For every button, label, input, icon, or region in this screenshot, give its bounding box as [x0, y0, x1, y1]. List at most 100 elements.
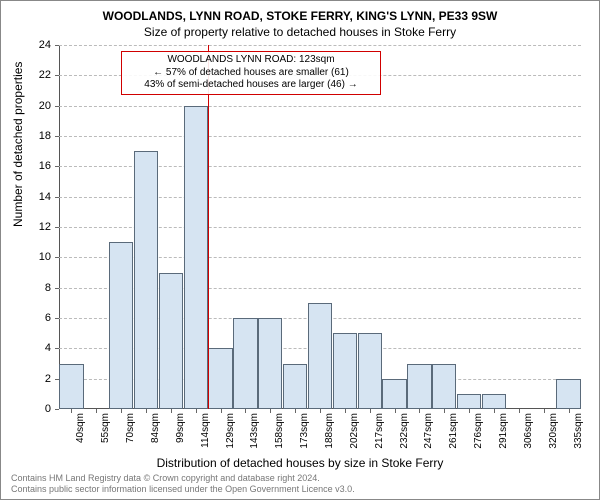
histogram-bar [258, 318, 282, 409]
histogram-bar [134, 151, 158, 409]
histogram-bar [333, 333, 357, 409]
property-marker-line [208, 45, 209, 409]
ytick-label: 20 [31, 100, 51, 112]
xtick-label: 320sqm [548, 413, 559, 453]
annotation-line-2: ← 57% of detached houses are smaller (61… [126, 67, 376, 80]
chart-title-main: WOODLANDS, LYNN ROAD, STOKE FERRY, KING'… [9, 9, 591, 23]
xtick-label: 114sqm [200, 413, 211, 453]
histogram-bar [109, 242, 133, 409]
xtick-mark [270, 409, 271, 413]
ytick-label: 16 [31, 160, 51, 172]
xtick-label: 188sqm [324, 413, 335, 453]
ytick-mark [55, 75, 59, 76]
ytick-mark [55, 348, 59, 349]
footer-line-1: Contains HM Land Registry data © Crown c… [11, 473, 355, 484]
ytick-label: 6 [31, 312, 51, 324]
xtick-mark [71, 409, 72, 413]
ytick-mark [55, 288, 59, 289]
footer-line-2: Contains public sector information licen… [11, 484, 355, 495]
xtick-label: 173sqm [299, 413, 310, 453]
xtick-label: 55sqm [100, 413, 111, 453]
ytick-label: 14 [31, 191, 51, 203]
xtick-mark [444, 409, 445, 413]
ytick-mark [55, 227, 59, 228]
xtick-mark [221, 409, 222, 413]
xtick-mark [494, 409, 495, 413]
xtick-mark [469, 409, 470, 413]
histogram-bar [184, 106, 208, 409]
ytick-mark [55, 257, 59, 258]
xtick-mark [96, 409, 97, 413]
xtick-label: 202sqm [349, 413, 360, 453]
histogram-bar [208, 348, 232, 409]
xtick-label: 247sqm [423, 413, 434, 453]
xtick-mark [245, 409, 246, 413]
xtick-mark [569, 409, 570, 413]
chart-container: WOODLANDS, LYNN ROAD, STOKE FERRY, KING'… [0, 0, 600, 500]
y-axis-label: Number of detached properties [11, 62, 25, 227]
xtick-mark [196, 409, 197, 413]
x-axis-label: Distribution of detached houses by size … [1, 456, 599, 470]
xtick-label: 143sqm [249, 413, 260, 453]
plot-area: 02468101214161820222440sqm55sqm70sqm84sq… [59, 45, 581, 409]
ytick-mark [55, 136, 59, 137]
gridline [59, 136, 581, 137]
ytick-mark [55, 409, 59, 410]
footer-attribution: Contains HM Land Registry data © Crown c… [11, 473, 355, 495]
histogram-bar [482, 394, 506, 409]
xtick-mark [171, 409, 172, 413]
xtick-label: 232sqm [399, 413, 410, 453]
xtick-mark [395, 409, 396, 413]
xtick-label: 70sqm [125, 413, 136, 453]
ytick-mark [55, 318, 59, 319]
ytick-label: 24 [31, 39, 51, 51]
xtick-mark [419, 409, 420, 413]
ytick-mark [55, 106, 59, 107]
xtick-label: 306sqm [523, 413, 534, 453]
ytick-label: 8 [31, 282, 51, 294]
histogram-bar [407, 364, 431, 410]
ytick-label: 0 [31, 403, 51, 415]
histogram-bar [59, 364, 83, 410]
xtick-label: 158sqm [274, 413, 285, 453]
histogram-bar [382, 379, 406, 409]
ytick-mark [55, 45, 59, 46]
xtick-label: 276sqm [473, 413, 484, 453]
xtick-label: 129sqm [225, 413, 236, 453]
xtick-label: 40sqm [75, 413, 86, 453]
gridline [59, 106, 581, 107]
histogram-bar [308, 303, 332, 409]
xtick-mark [121, 409, 122, 413]
xtick-mark [146, 409, 147, 413]
ytick-mark [55, 197, 59, 198]
histogram-bar [457, 394, 481, 409]
annotation-line-3: 43% of semi-detached houses are larger (… [126, 79, 376, 92]
xtick-mark [295, 409, 296, 413]
xtick-mark [519, 409, 520, 413]
xtick-label: 84sqm [150, 413, 161, 453]
xtick-label: 261sqm [448, 413, 459, 453]
xtick-label: 291sqm [498, 413, 509, 453]
ytick-label: 18 [31, 130, 51, 142]
ytick-mark [55, 166, 59, 167]
xtick-label: 99sqm [175, 413, 186, 453]
histogram-bar [432, 364, 456, 410]
xtick-mark [544, 409, 545, 413]
xtick-mark [370, 409, 371, 413]
ytick-label: 4 [31, 342, 51, 354]
ytick-label: 10 [31, 251, 51, 263]
ytick-label: 22 [31, 69, 51, 81]
histogram-bar [556, 379, 580, 409]
xtick-label: 335sqm [573, 413, 584, 453]
xtick-mark [345, 409, 346, 413]
xtick-label: 217sqm [374, 413, 385, 453]
xtick-mark [320, 409, 321, 413]
gridline [59, 45, 581, 46]
annotation-line-1: WOODLANDS LYNN ROAD: 123sqm [126, 54, 376, 67]
histogram-bar [159, 273, 183, 410]
histogram-bar [233, 318, 257, 409]
histogram-bar [358, 333, 382, 409]
chart-title-sub: Size of property relative to detached ho… [9, 25, 591, 39]
ytick-label: 12 [31, 221, 51, 233]
histogram-bar [283, 364, 307, 410]
